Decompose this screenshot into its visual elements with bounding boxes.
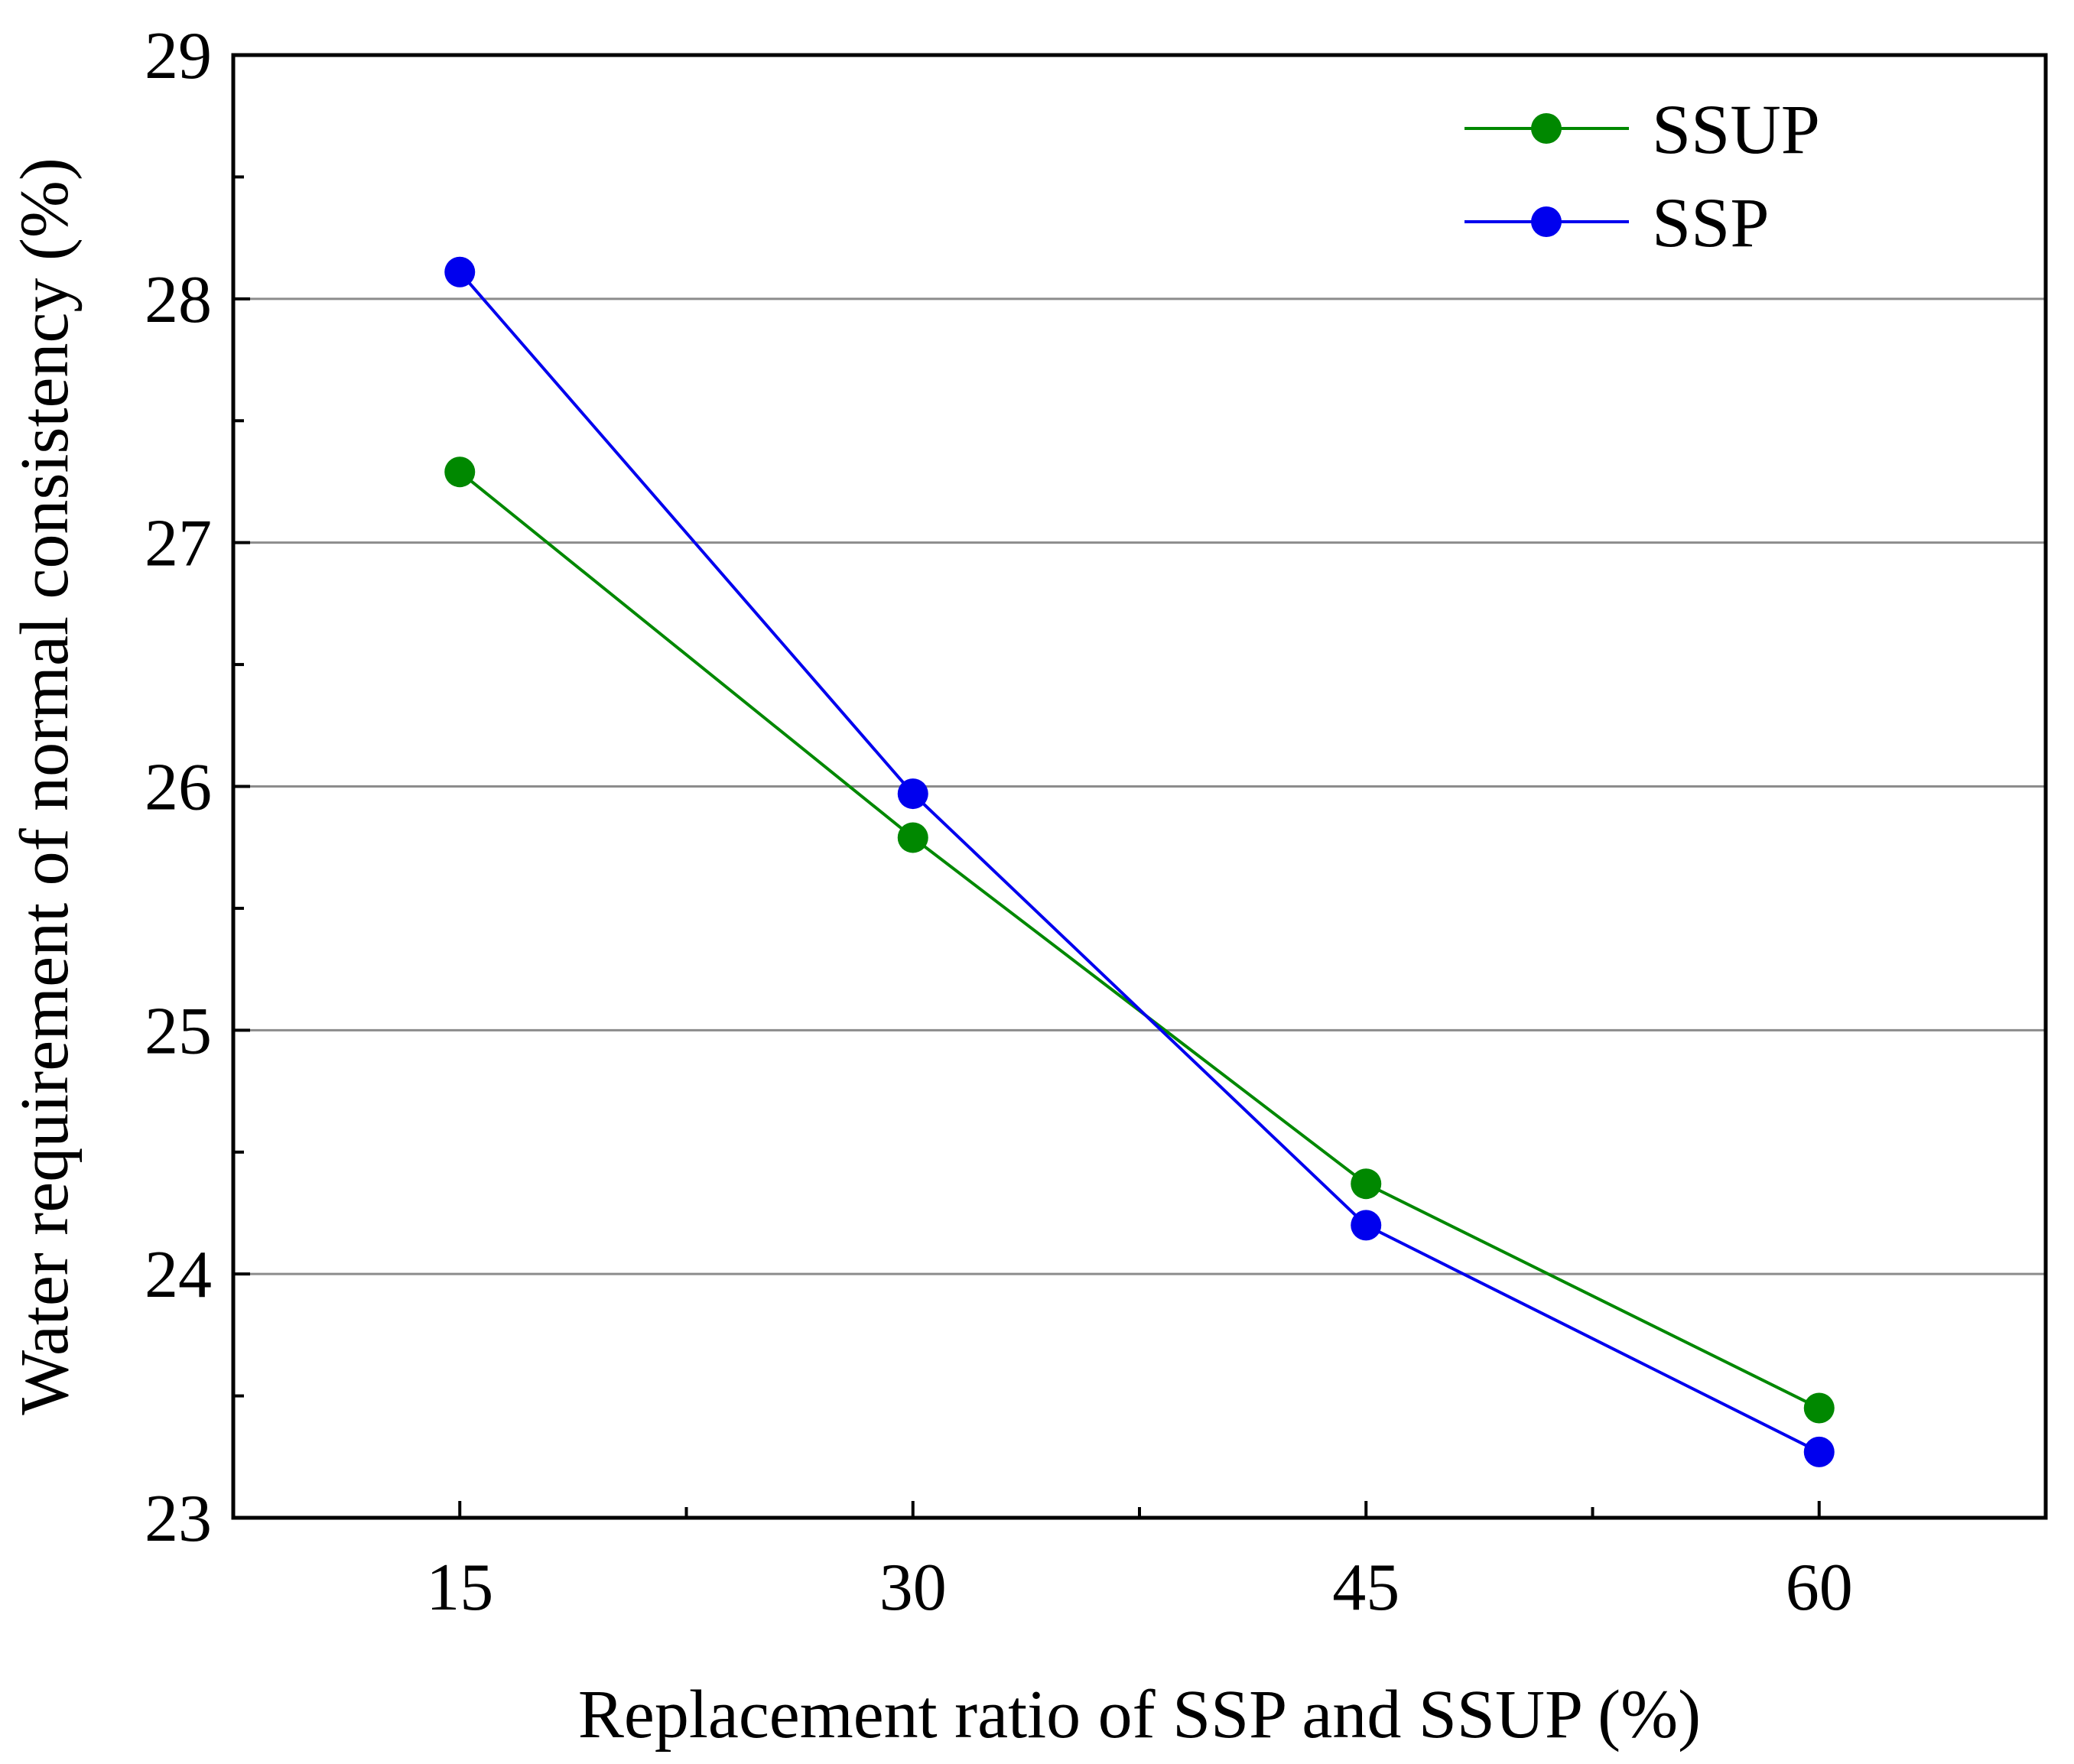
data-point-ssp (1803, 1436, 1835, 1467)
y-tick-label: 28 (145, 263, 212, 337)
data-point-ssup (1351, 1168, 1382, 1200)
series-layer (444, 256, 1835, 1467)
y-tick-label: 29 (145, 19, 212, 93)
y-tick-label: 26 (145, 751, 212, 825)
x-tick-label: 60 (1786, 1551, 1853, 1625)
data-point-ssp (897, 778, 928, 810)
legend: SSUP SSP (1464, 90, 1820, 262)
data-point-ssp (1351, 1210, 1382, 1241)
y-tick-label: 25 (145, 994, 212, 1068)
y-tick-label: 27 (145, 507, 212, 581)
legend-label-ssp: SSP (1652, 184, 1770, 262)
x-axis-title: Replacement ratio of SSP and SSUP (%) (578, 1677, 1701, 1753)
x-tick-label: 45 (1332, 1551, 1399, 1625)
series-line-ssp (458, 271, 1820, 1454)
y-tick-label: 23 (145, 1482, 212, 1556)
legend-marker-ssup (1531, 113, 1562, 144)
data-point-ssup (1803, 1392, 1835, 1424)
y-tick-label: 24 (145, 1238, 212, 1312)
legend-marker-ssp (1531, 206, 1562, 237)
legend-label-ssup: SSUP (1652, 90, 1820, 168)
axis-ticks: 23 24 25 26 27 28 29 15 30 45 60 (145, 19, 1853, 1625)
data-point-ssup (444, 456, 476, 488)
grid-lines (233, 297, 2046, 1275)
data-point-ssp (444, 256, 476, 288)
x-tick-label: 30 (879, 1551, 947, 1625)
y-axis-title: Water requirement of normal consistency … (7, 158, 83, 1415)
data-point-ssup (897, 822, 928, 853)
x-tick-label: 15 (426, 1551, 493, 1625)
series-line-ssup (458, 470, 1820, 1410)
